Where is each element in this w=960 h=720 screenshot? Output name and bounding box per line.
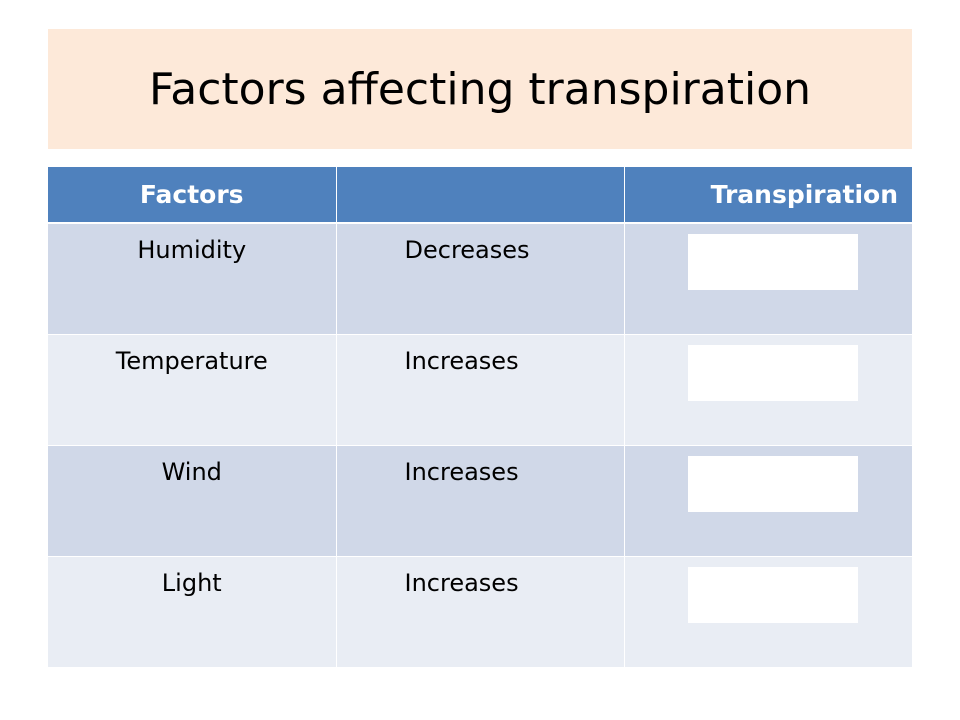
- header-blank: [336, 167, 625, 224]
- answer-blank-box: [687, 345, 858, 401]
- answer-blank-box: [687, 567, 858, 623]
- header-transpiration: Transpiration: [624, 167, 912, 224]
- effect-cell: Decreases: [336, 223, 625, 335]
- effect-cell: Increases: [336, 445, 625, 557]
- factor-cell: Humidity: [48, 223, 337, 335]
- factor-cell: Temperature: [48, 334, 337, 446]
- effect-cell: Increases: [336, 556, 625, 668]
- answer-cell: [624, 223, 912, 335]
- table-row: Temperature Increases: [48, 334, 912, 446]
- answer-cell: [624, 334, 912, 446]
- title-band: Factors affecting transpiration: [48, 29, 912, 149]
- slide-title: Factors affecting transpiration: [148, 63, 812, 115]
- table-header-row: Factors Transpiration: [48, 167, 912, 224]
- factor-cell: Light: [48, 556, 337, 668]
- factor-cell: Wind: [48, 445, 337, 557]
- effect-cell: Increases: [336, 334, 625, 446]
- factors-table: Factors Transpiration Humidity Decreases…: [48, 167, 912, 668]
- answer-blank-box: [687, 234, 858, 290]
- header-factors: Factors: [48, 167, 337, 224]
- table-row: Wind Increases: [48, 445, 912, 557]
- answer-cell: [624, 445, 912, 557]
- table-row: Light Increases: [48, 556, 912, 668]
- table-row: Humidity Decreases: [48, 223, 912, 335]
- answer-blank-box: [687, 456, 858, 512]
- answer-cell: [624, 556, 912, 668]
